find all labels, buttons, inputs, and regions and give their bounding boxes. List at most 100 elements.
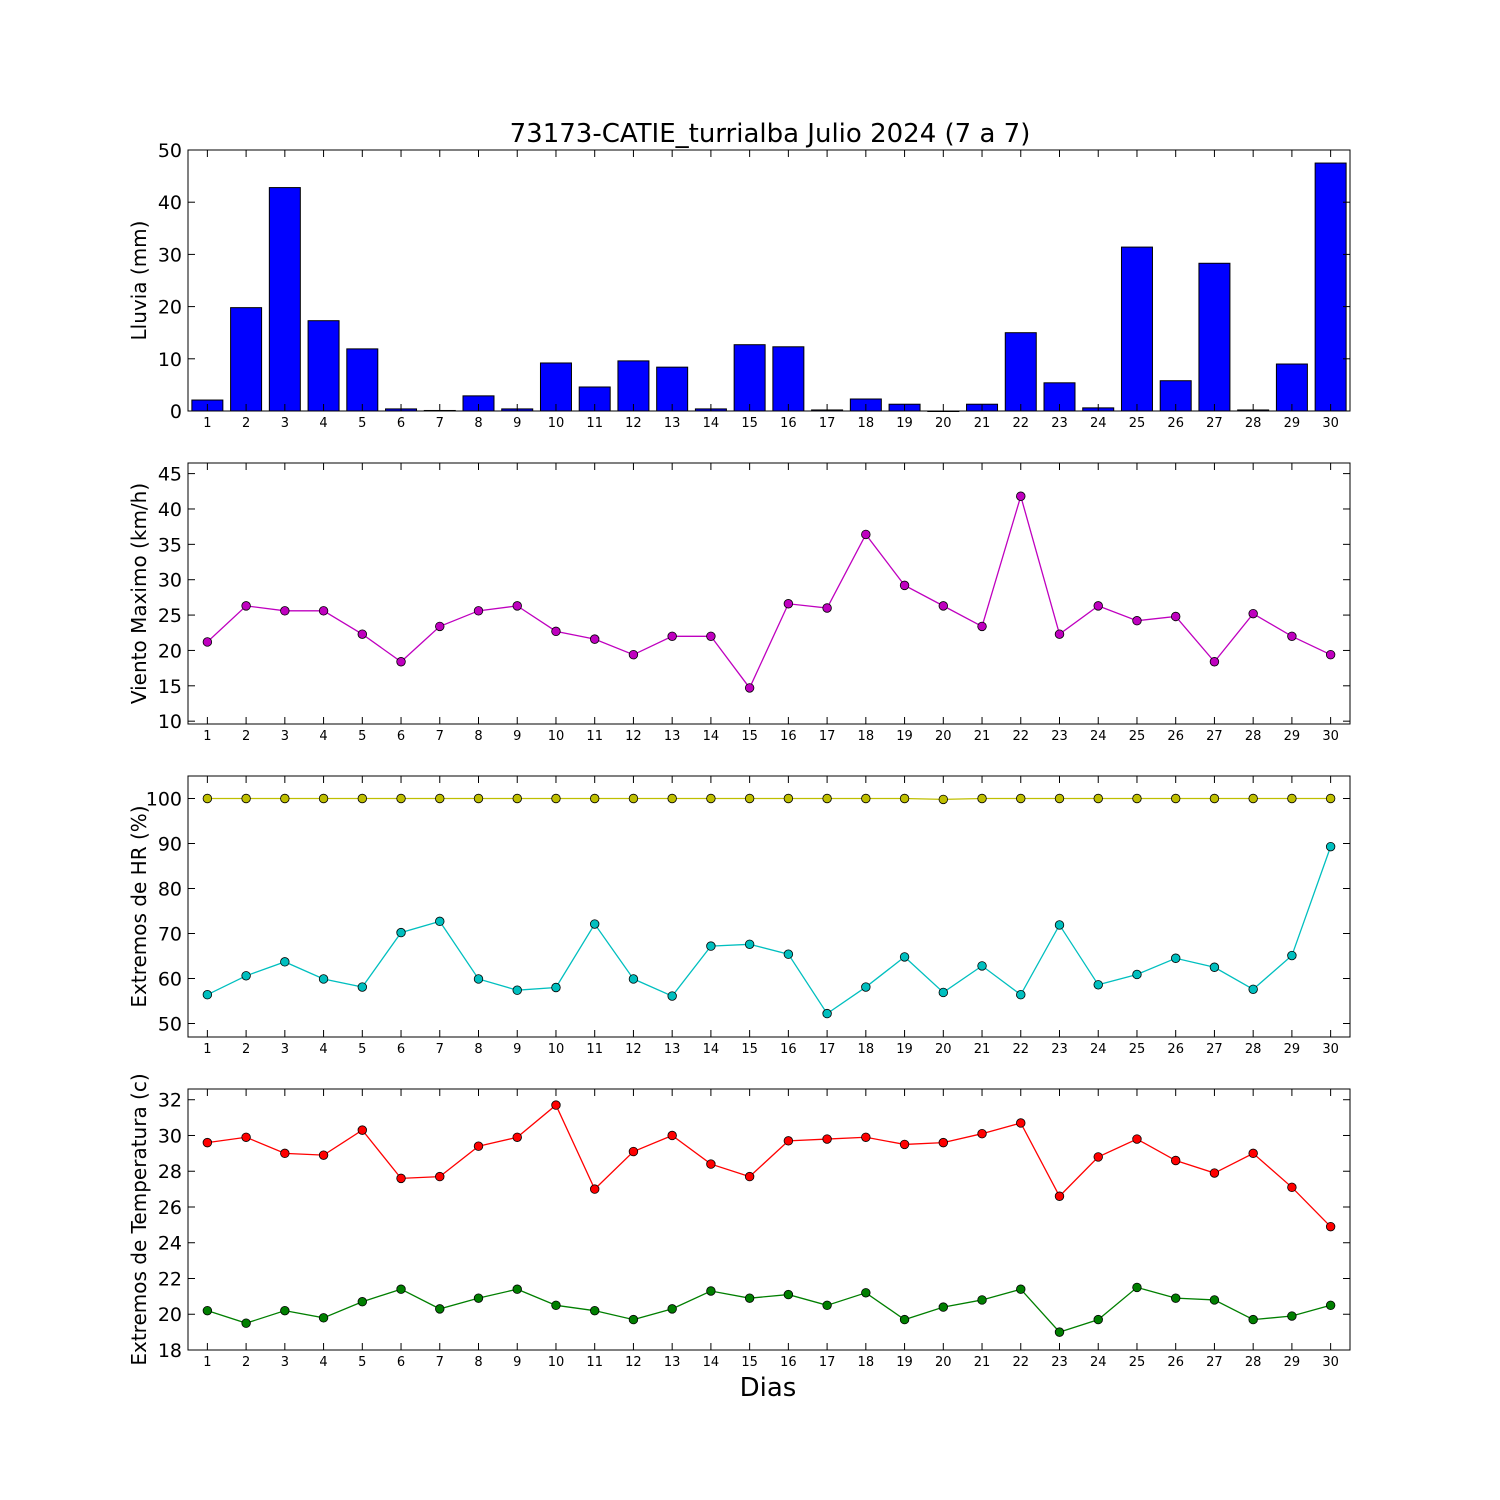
data-point [706, 1159, 716, 1169]
data-point [551, 1100, 561, 1110]
x-tick-label: 18 [858, 729, 875, 744]
y-tick-label: 45 [158, 464, 182, 486]
x-tick-label: 22 [1012, 416, 1029, 431]
x-tick-label: 22 [1012, 729, 1029, 744]
x-tick-label: 7 [436, 416, 444, 431]
x-axis-label: Dias [740, 1373, 797, 1403]
x-tick-label: 7 [436, 1042, 444, 1057]
plot-frame [187, 1088, 1351, 1351]
x-tick-label: 4 [319, 729, 327, 744]
bar [230, 307, 263, 412]
data-point [706, 631, 716, 641]
x-tick-label: 3 [281, 729, 289, 744]
y-axis-label: Extremos de Temperatura (c) [127, 1073, 151, 1365]
data-point [822, 793, 832, 804]
data-point [280, 1148, 290, 1159]
data-point [318, 974, 329, 984]
x-tick-label: 15 [741, 729, 758, 744]
chart-title: 73173-CATIE_turrialba Julio 2024 (7 a 7) [510, 119, 1031, 149]
x-tick-label: 12 [625, 1042, 642, 1057]
data-point [899, 1139, 910, 1150]
data-point [706, 793, 716, 804]
data-point [280, 1305, 290, 1316]
x-tick-label: 3 [281, 1042, 289, 1057]
data-point [590, 634, 600, 644]
data-point [1016, 1284, 1026, 1294]
x-tick-label: 4 [319, 416, 327, 431]
data-point [357, 982, 368, 992]
x-tick-label: 14 [703, 416, 720, 431]
x-tick-label: 11 [586, 729, 603, 744]
x-tick-label: 30 [1322, 1042, 1339, 1057]
x-tick-label: 10 [548, 1355, 565, 1370]
data-point [938, 794, 949, 805]
x-tick-label: 21 [974, 729, 991, 744]
x-tick-label: 5 [358, 1355, 366, 1370]
data-point [1325, 649, 1336, 660]
data-point [1287, 1311, 1297, 1321]
x-tick-label: 30 [1322, 729, 1339, 744]
y-tick-label: 24 [158, 1233, 182, 1255]
x-tick-label: 11 [586, 1042, 603, 1057]
y-tick-label: 22 [158, 1268, 182, 1290]
data-point [551, 793, 561, 804]
x-tick-label: 19 [896, 1355, 913, 1370]
x-tick-label: 18 [858, 1355, 875, 1370]
x-tick-label: 8 [474, 416, 482, 431]
data-point [396, 927, 406, 938]
x-tick-label: 10 [548, 729, 565, 744]
data-point [667, 793, 677, 804]
data-point [1209, 1168, 1220, 1178]
y-tick-label: 60 [158, 969, 182, 991]
x-tick-label: 14 [703, 729, 720, 744]
data-point [938, 987, 949, 998]
data-point [1093, 1314, 1103, 1325]
x-tick-label: 12 [625, 416, 642, 431]
x-tick-label: 26 [1167, 729, 1184, 744]
data-point [1093, 1152, 1103, 1162]
x-tick-label: 27 [1206, 1042, 1223, 1057]
x-tick-label: 23 [1051, 416, 1068, 431]
x-tick-label: 27 [1206, 1355, 1223, 1370]
data-point [280, 793, 290, 804]
data-point [473, 1141, 484, 1151]
data-point [473, 606, 484, 616]
data-point [202, 793, 213, 804]
y-tick-label: 35 [158, 534, 182, 556]
data-point [628, 649, 639, 660]
bar [772, 346, 805, 412]
x-tick-label: 27 [1206, 416, 1223, 431]
x-tick-label: 24 [1090, 1042, 1107, 1057]
data-point [551, 626, 561, 637]
x-tick-label: 3 [281, 416, 289, 431]
data-point [435, 621, 445, 632]
data-point [706, 941, 716, 951]
data-point [628, 1314, 639, 1325]
y-tick-label: 20 [158, 297, 182, 319]
x-tick-label: 2 [242, 1355, 250, 1370]
series-line-1 [207, 797, 1331, 801]
data-point [1016, 491, 1026, 501]
x-tick-label: 17 [819, 416, 836, 431]
data-point [1209, 657, 1220, 667]
data-point [241, 1318, 251, 1328]
x-tick-label: 23 [1051, 1355, 1068, 1370]
data-point [1248, 984, 1258, 995]
data-point [1016, 793, 1026, 804]
data-point [435, 916, 445, 927]
x-tick-label: 9 [513, 416, 521, 431]
data-point [1287, 793, 1297, 804]
x-tick-label: 15 [741, 1355, 758, 1370]
x-tick-label: 7 [436, 729, 444, 744]
data-point [1170, 611, 1181, 622]
data-point [744, 1293, 755, 1303]
data-point [590, 1184, 600, 1194]
data-point [977, 621, 987, 632]
x-tick-label: 10 [548, 1042, 565, 1057]
x-tick-label: 17 [819, 1355, 836, 1370]
x-tick-label: 13 [664, 1042, 681, 1057]
data-point [1325, 1221, 1336, 1232]
data-point [1325, 1300, 1336, 1311]
y-tick-label: 32 [158, 1090, 182, 1112]
x-tick-label: 14 [703, 1355, 720, 1370]
